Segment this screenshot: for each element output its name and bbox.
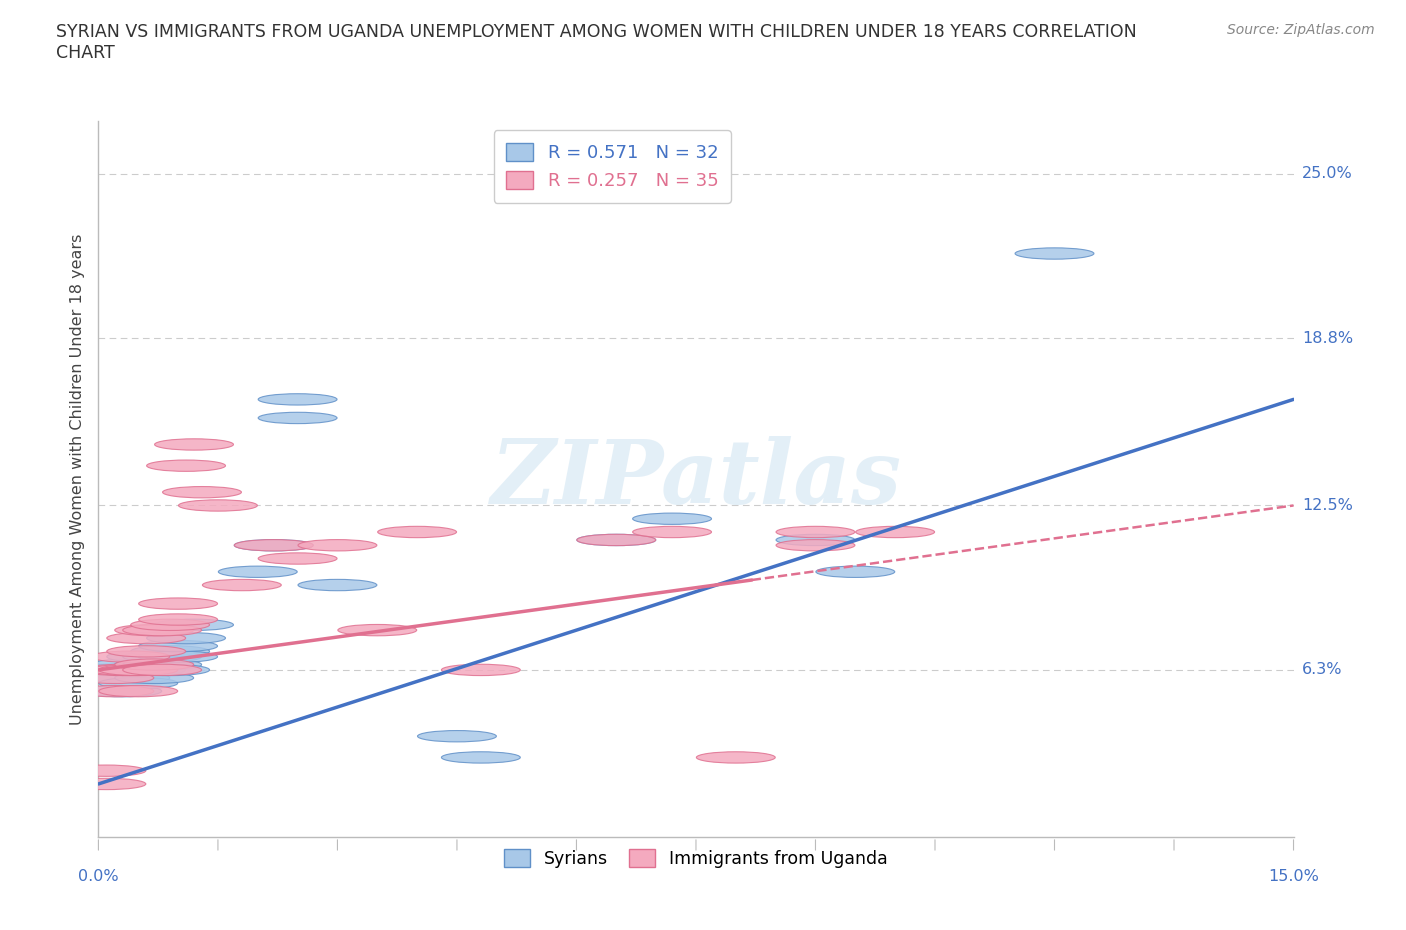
- Text: Source: ZipAtlas.com: Source: ZipAtlas.com: [1227, 23, 1375, 37]
- Text: ZIPatlas: ZIPatlas: [491, 435, 901, 523]
- Text: 25.0%: 25.0%: [1302, 166, 1353, 181]
- Text: 0.0%: 0.0%: [79, 869, 118, 883]
- Text: 6.3%: 6.3%: [1302, 662, 1343, 677]
- Text: 15.0%: 15.0%: [1268, 869, 1319, 883]
- Legend: Syrians, Immigrants from Uganda: Syrians, Immigrants from Uganda: [498, 843, 894, 875]
- Y-axis label: Unemployment Among Women with Children Under 18 years: Unemployment Among Women with Children U…: [69, 233, 84, 724]
- Text: SYRIAN VS IMMIGRANTS FROM UGANDA UNEMPLOYMENT AMONG WOMEN WITH CHILDREN UNDER 18: SYRIAN VS IMMIGRANTS FROM UGANDA UNEMPLO…: [56, 23, 1137, 62]
- Text: 18.8%: 18.8%: [1302, 331, 1353, 346]
- Text: 12.5%: 12.5%: [1302, 498, 1353, 513]
